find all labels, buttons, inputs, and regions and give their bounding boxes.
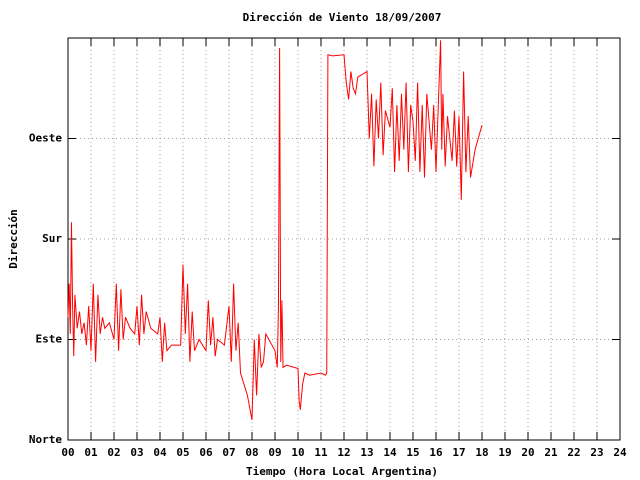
x-tick-label: 24 [613,446,627,459]
x-tick-label: 23 [590,446,603,459]
x-tick-label: 11 [314,446,328,459]
x-tick-label: 18 [475,446,488,459]
x-tick-label: 09 [268,446,281,459]
x-tick-label: 15 [406,446,419,459]
x-tick-label: 22 [567,446,580,459]
x-tick-label: 19 [498,446,511,459]
x-tick-label: 21 [544,446,558,459]
x-tick-label: 08 [245,446,258,459]
x-tick-label: 03 [130,446,143,459]
data-line [67,40,483,420]
y-tick-label: Sur [42,232,62,245]
y-tick-label: Oeste [29,132,62,145]
chart-title: Dirección de Viento 18/09/2007 [243,11,442,24]
x-tick-label: 20 [521,446,534,459]
x-tick-label: 00 [61,446,74,459]
x-tick-label: 17 [452,446,465,459]
x-tick-label: 01 [84,446,98,459]
x-tick-label: 05 [176,446,189,459]
x-tick-label: 12 [337,446,350,459]
x-tick-label: 06 [199,446,213,459]
x-tick-label: 13 [360,446,373,459]
x-tick-label: 02 [107,446,120,459]
x-tick-label: 16 [429,446,443,459]
x-tick-label: 14 [383,446,397,459]
x-tick-label: 07 [222,446,235,459]
y-axis-label: Dirección [7,209,20,269]
x-tick-label: 10 [291,446,304,459]
plot-frame [67,37,621,441]
x-axis-label: Tiempo (Hora Local Argentina) [246,465,438,478]
y-tick-label: Este [36,333,63,346]
x-tick-label: 04 [153,446,167,459]
y-tick-label: Norte [29,433,62,446]
